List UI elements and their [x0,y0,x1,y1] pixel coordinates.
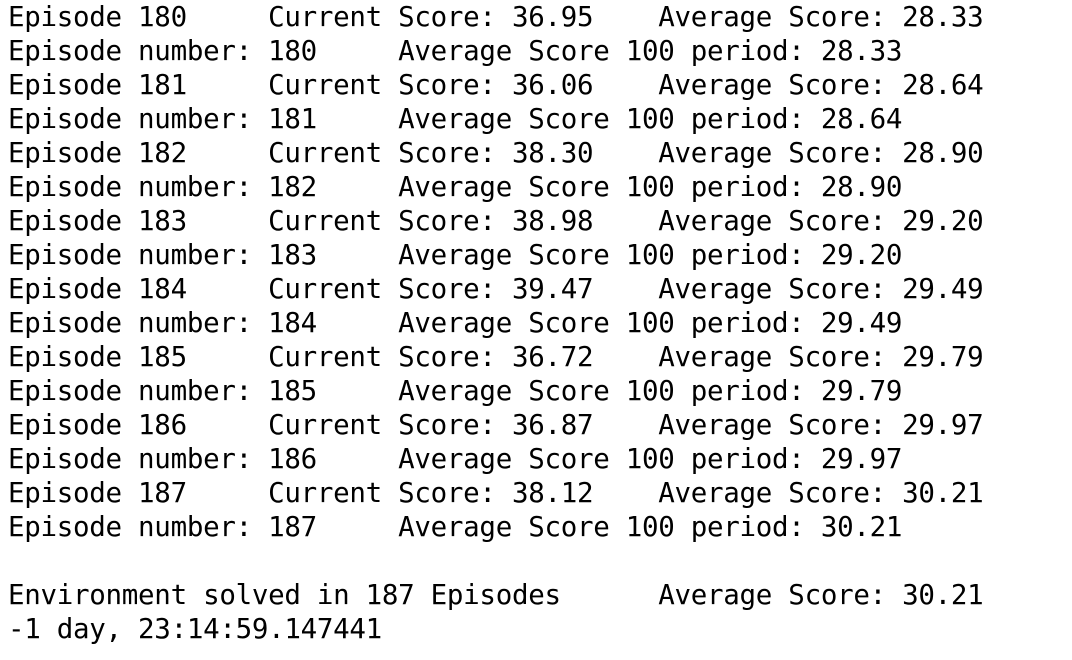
log-line: Episode number: 186 Average Score 100 pe… [8,443,903,475]
log-line: Episode 180 Current Score: 36.95 Average… [8,1,984,33]
log-line: Episode 187 Current Score: 38.12 Average… [8,477,984,509]
log-line: Episode 183 Current Score: 38.98 Average… [8,205,984,237]
elapsed-time: -1 day, 23:14:59.147441 [8,613,382,645]
terminal-output: Episode 180 Current Score: 36.95 Average… [8,0,1064,646]
log-line: Episode number: 185 Average Score 100 pe… [8,375,903,407]
log-line: Episode number: 184 Average Score 100 pe… [8,307,903,339]
blank-line [8,544,1064,578]
log-line: Episode 184 Current Score: 39.47 Average… [8,273,984,305]
solved-message: Environment solved in 187 Episodes Avera… [8,579,984,611]
log-line: Episode 182 Current Score: 38.30 Average… [8,137,984,169]
log-line: Episode number: 181 Average Score 100 pe… [8,103,903,135]
log-line: Episode 186 Current Score: 36.87 Average… [8,409,984,441]
log-line: Episode number: 183 Average Score 100 pe… [8,239,903,271]
log-line: Episode 185 Current Score: 36.72 Average… [8,341,984,373]
log-line: Episode 181 Current Score: 36.06 Average… [8,69,984,101]
log-line: Episode number: 180 Average Score 100 pe… [8,35,903,67]
log-line: Episode number: 187 Average Score 100 pe… [8,511,903,543]
log-line: Episode number: 182 Average Score 100 pe… [8,171,903,203]
